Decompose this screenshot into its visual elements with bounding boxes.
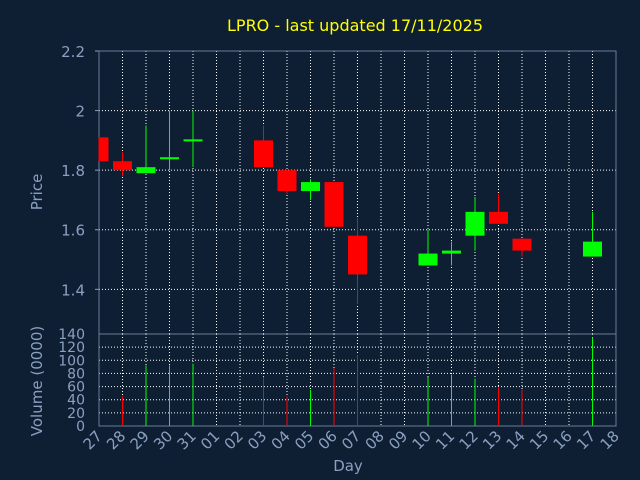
volume-tick-label: 140 [58,327,85,343]
candle-body [183,139,203,142]
candle-body [136,167,156,174]
chart-title: LPRO - last updated 17/11/2025 [227,16,483,35]
price-tick-label: 2.2 [61,43,85,61]
volume-tick-label: 80 [67,366,85,382]
candle-body [113,161,132,171]
price-tick-label: 1.6 [61,222,85,240]
x-axis-label: Day [333,457,363,475]
volume-axis-label: Volume (0000) [28,326,46,436]
price-panel: 1.4 1.6 1.8 2 2.2 [61,43,617,335]
volume-tick-label: 120 [58,340,85,356]
candle-body [348,235,367,275]
volume-tick-label: 60 [67,380,85,396]
candle-body [465,211,485,236]
candle-body [160,157,179,160]
candle-body [277,170,297,192]
x-axis: 2728293031010203040506070809101112131415… [80,427,623,453]
price-tick-label: 1.8 [61,162,85,180]
candle-body [254,140,273,168]
candle-body [583,241,602,257]
candle-body [489,211,508,224]
volume-tick-label: 40 [67,393,85,409]
price-axis-label: Price [28,174,46,211]
candle-body [324,182,344,227]
price-tick-label: 2 [75,103,85,121]
volume-tick-label: 0 [76,419,85,435]
price-tick-label: 1.4 [61,281,85,299]
candle-body [99,137,109,162]
candle-body [512,238,532,251]
volume-tick-label: 20 [67,406,85,422]
candle-body [301,182,320,192]
candle-body [442,250,461,254]
volume-tick-label: 100 [58,353,85,369]
candle-body [418,253,438,266]
